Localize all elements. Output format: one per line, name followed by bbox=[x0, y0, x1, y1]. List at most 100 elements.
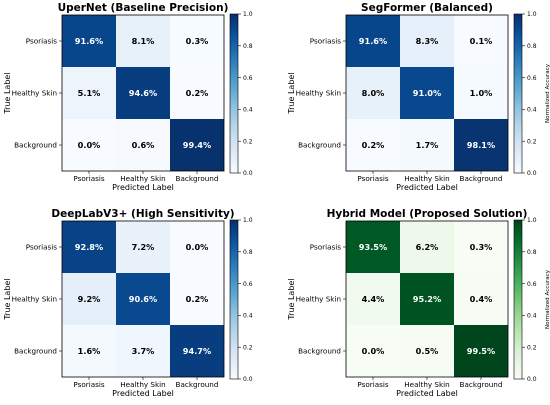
cell-value-label: 91.0% bbox=[413, 88, 441, 98]
cell-value-label: 8.0% bbox=[362, 88, 385, 98]
cell-value-label: 5.1% bbox=[78, 88, 101, 98]
colorbar bbox=[229, 13, 239, 174]
heatmap-cell bbox=[116, 221, 170, 273]
x-tick-label: Background bbox=[460, 380, 503, 389]
colorbar-tick-label: 0.0 bbox=[243, 376, 253, 383]
heatmap-cell bbox=[346, 15, 400, 67]
cell-value-label: 1.7% bbox=[416, 140, 439, 150]
cell-value-label: 0.4% bbox=[470, 294, 493, 304]
colorbar-tick-label: 0.4 bbox=[243, 107, 253, 114]
x-tick-label: Background bbox=[460, 174, 503, 183]
x-tick-label: Psoriasis bbox=[73, 380, 104, 389]
heatmap-cell bbox=[346, 67, 400, 119]
heatmap-cell bbox=[454, 119, 508, 171]
heatmap-cell bbox=[400, 15, 454, 67]
cell-value-label: 0.0% bbox=[186, 242, 209, 252]
y-tick-label: Healthy Skin bbox=[296, 89, 341, 98]
colorbar-tick-label: 0.2 bbox=[243, 138, 253, 145]
colorbar-tick-label: 0.2 bbox=[527, 138, 537, 145]
colorbar-tick-label: 0.8 bbox=[243, 43, 253, 50]
cell-value-label: 0.2% bbox=[362, 140, 385, 150]
x-tick-label: Psoriasis bbox=[357, 174, 388, 183]
cell-value-label: 0.6% bbox=[132, 140, 155, 150]
y-tick-label: Background bbox=[14, 347, 57, 356]
x-axis-label: Predicted Label bbox=[396, 389, 458, 398]
heatmap-cell bbox=[62, 273, 116, 325]
x-tick-label: Background bbox=[176, 380, 219, 389]
heatmap-cell bbox=[170, 15, 224, 67]
cell-value-label: 91.6% bbox=[359, 36, 387, 46]
heatmap-cell bbox=[62, 15, 116, 67]
heatmap-cell bbox=[454, 67, 508, 119]
colorbar-tick-label: 0.0 bbox=[527, 376, 537, 383]
heatmap-cell bbox=[62, 119, 116, 171]
colorbar bbox=[229, 219, 239, 380]
colorbar-tick-label: 0.6 bbox=[243, 281, 253, 288]
heatmap-cell bbox=[170, 325, 224, 377]
colorbar-tick-label: 1.0 bbox=[527, 217, 537, 224]
x-axis-label: Predicted Label bbox=[112, 183, 174, 192]
panel-1: UperNet (Baseline Precision) 91.6% 8.1% 0.3… bbox=[3, 2, 253, 192]
heatmap-cell bbox=[454, 221, 508, 273]
cell-value-label: 91.6% bbox=[75, 36, 103, 46]
colorbar-tick-label: 1.0 bbox=[243, 217, 253, 224]
colorbar-tick-label: 0.4 bbox=[527, 313, 537, 320]
heatmap-cell bbox=[346, 325, 400, 377]
cell-value-label: 94.7% bbox=[183, 346, 211, 356]
colorbar-label: Normalized Accuracy bbox=[545, 63, 550, 123]
y-tick-label: Psoriasis bbox=[26, 37, 57, 46]
cell-value-label: 99.4% bbox=[183, 140, 211, 150]
heatmap-cell bbox=[62, 67, 116, 119]
y-axis-label: True Label bbox=[287, 278, 296, 320]
heatmap-cell bbox=[400, 221, 454, 273]
heatmap-cell bbox=[116, 119, 170, 171]
colorbar-tick-label: 0.0 bbox=[243, 170, 253, 177]
heatmap-cell bbox=[170, 273, 224, 325]
colorbar bbox=[513, 13, 523, 174]
heatmap-cell bbox=[62, 325, 116, 377]
panel-title: UperNet (Baseline Precision) bbox=[58, 2, 229, 14]
y-axis-label: True Label bbox=[3, 278, 12, 320]
heatmap-cell bbox=[170, 119, 224, 171]
y-tick-label: Psoriasis bbox=[310, 243, 341, 252]
cell-value-label: 0.0% bbox=[362, 346, 385, 356]
y-tick-label: Psoriasis bbox=[26, 243, 57, 252]
heatmap-cell bbox=[454, 325, 508, 377]
cell-value-label: 8.3% bbox=[416, 36, 439, 46]
cell-value-label: 93.5% bbox=[359, 242, 387, 252]
cell-value-label: 0.2% bbox=[186, 294, 209, 304]
heatmap-cell bbox=[454, 15, 508, 67]
x-tick-label: Healthy Skin bbox=[120, 380, 165, 389]
y-tick-label: Healthy Skin bbox=[12, 295, 57, 304]
cell-value-label: 6.2% bbox=[416, 242, 439, 252]
colorbar-tick-label: 1.0 bbox=[243, 11, 253, 18]
cell-value-label: 1.6% bbox=[78, 346, 101, 356]
y-tick-label: Background bbox=[298, 141, 341, 150]
cell-value-label: 92.8% bbox=[75, 242, 103, 252]
colorbar-tick-label: 0.8 bbox=[243, 249, 253, 256]
heatmap-cell bbox=[346, 273, 400, 325]
cell-value-label: 99.5% bbox=[467, 346, 495, 356]
heatmap-cell bbox=[454, 273, 508, 325]
colorbar-tick-label: 1.0 bbox=[527, 11, 537, 18]
x-tick-label: Healthy Skin bbox=[404, 174, 449, 183]
y-tick-label: Background bbox=[14, 141, 57, 150]
cell-value-label: 8.1% bbox=[132, 36, 155, 46]
colorbar-tick-label: 0.6 bbox=[527, 281, 537, 288]
x-tick-label: Healthy Skin bbox=[120, 174, 165, 183]
heatmap-cell bbox=[346, 221, 400, 273]
heatmap-cell bbox=[116, 273, 170, 325]
y-tick-label: Healthy Skin bbox=[296, 295, 341, 304]
panel-title: SegFormer (Balanced) bbox=[361, 2, 493, 14]
panel-title: DeepLabV3+ (High Sensitivity) bbox=[51, 208, 234, 220]
heatmap-cell bbox=[400, 325, 454, 377]
colorbar-tick-label: 0.6 bbox=[243, 75, 253, 82]
heatmap-cell bbox=[62, 221, 116, 273]
colorbar-tick-label: 0.0 bbox=[527, 170, 537, 177]
y-tick-label: Psoriasis bbox=[310, 37, 341, 46]
y-tick-label: Healthy Skin bbox=[12, 89, 57, 98]
colorbar-tick-label: 0.4 bbox=[527, 107, 537, 114]
heatmap-cell bbox=[170, 67, 224, 119]
cell-value-label: 94.6% bbox=[129, 88, 157, 98]
